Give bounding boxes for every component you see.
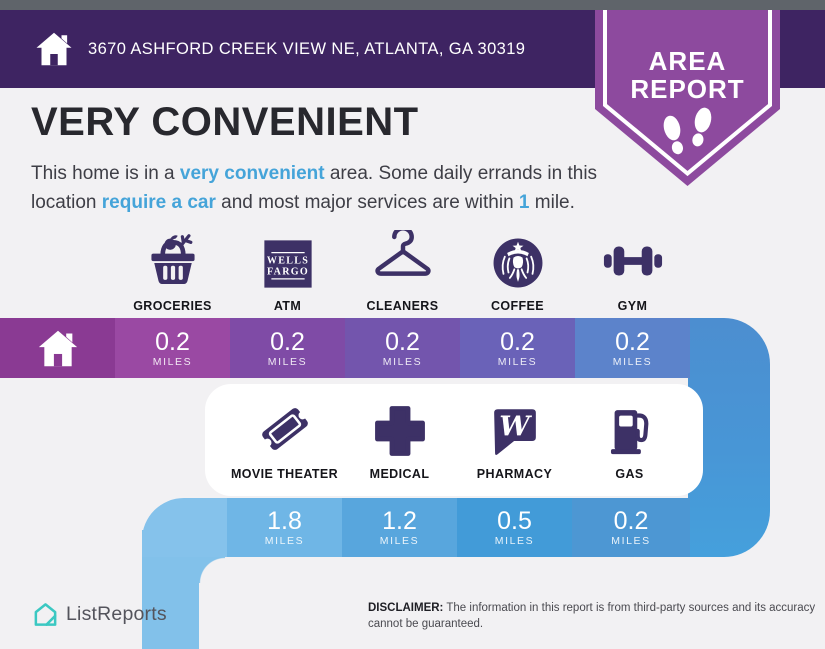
distance-cell: 0.2 MILES <box>460 318 575 378</box>
distance-unit: MILES <box>612 355 653 368</box>
badge-shape <box>595 10 780 186</box>
distance-value: 0.2 <box>270 327 305 356</box>
badge-outline <box>603 10 772 177</box>
distance-value: 0.2 <box>155 327 190 356</box>
medical-cross-icon <box>371 394 429 460</box>
banner-home-cell <box>0 318 115 378</box>
distance-unit: MILES <box>497 355 538 368</box>
top-strip <box>0 0 825 10</box>
distance-value: 0.2 <box>500 327 535 356</box>
svg-text:FARGO: FARGO <box>266 267 308 278</box>
distance-cell: 0.2 MILES <box>115 318 230 378</box>
distance-value: 0.5 <box>497 507 532 535</box>
distance-cell: 0.5 MILES <box>457 498 572 557</box>
disclaimer-text: The information in this report is from t… <box>368 602 816 630</box>
ticket-icon <box>254 394 316 460</box>
poi-label: CLEANERS <box>366 299 439 313</box>
description-line: This home is in a very convenient area. … <box>31 159 597 188</box>
distance-value: 0.2 <box>385 327 420 356</box>
description-line: location require a car and most major se… <box>31 188 597 217</box>
badge-line1: AREA <box>649 46 727 76</box>
page-title: VERY CONVENIENT <box>31 100 419 144</box>
distance-unit: MILES <box>494 535 535 547</box>
listreports-logo-icon <box>32 601 59 628</box>
distance-cell: 1.2 MILES <box>342 498 457 557</box>
distance-cell: 0.2 MILES <box>230 318 345 378</box>
poi-column: COFFEE <box>460 228 575 313</box>
hanger-icon <box>372 228 434 292</box>
description-text: This home is in a <box>31 163 180 184</box>
poi-label: ATM <box>273 299 302 313</box>
area-description: This home is in a very convenient area. … <box>31 159 597 217</box>
footprints-icon <box>663 107 712 155</box>
poi-column: GAS <box>572 394 687 481</box>
svg-text:WELLS: WELLS <box>266 256 308 267</box>
poi-column: W PHARMACY <box>457 394 572 481</box>
poi-label: GROCERIES <box>133 299 212 313</box>
distance-value: 1.2 <box>382 507 417 535</box>
gas-pump-icon <box>601 394 659 460</box>
wells-fargo-logo: WELLS FARGO <box>260 228 316 292</box>
row2-poi-icons: MOVIE THEATER MEDICAL W PHARMACY GAS <box>227 394 687 481</box>
poi-label: COFFEE <box>490 299 545 313</box>
poi-column: MEDICAL <box>342 394 457 481</box>
description-text: area. Some daily errands in this <box>324 163 598 184</box>
listreports-brand: ListReports <box>32 601 167 628</box>
distance-unit: MILES <box>379 535 420 547</box>
poi-label: MEDICAL <box>369 467 430 481</box>
distance-value: 0.2 <box>615 327 650 356</box>
poi-label: PHARMACY <box>476 467 553 481</box>
distance-unit: MILES <box>611 535 651 547</box>
distance-value: 1.8 <box>267 507 302 535</box>
home-icon <box>36 328 80 369</box>
disclaimer-label: DISCLAIMER: <box>368 602 444 614</box>
distance-cell: 1.8 MILES <box>227 498 342 557</box>
distance-unit: MILES <box>152 355 193 368</box>
area-report-badge: AREA REPORT <box>595 10 780 186</box>
svg-text:W: W <box>499 411 532 443</box>
home-icon <box>34 30 74 68</box>
accent-text: very convenient <box>179 163 325 184</box>
badge-line2: REPORT <box>630 74 744 104</box>
distance-cell: 0.2 MILES <box>345 318 460 378</box>
walgreens-logo: W <box>486 394 544 460</box>
distance-unit: MILES <box>264 535 305 547</box>
distance-cell: 0.2 MILES <box>572 498 690 557</box>
banner2-left-end <box>142 498 227 557</box>
poi-column: WELLS FARGO ATM <box>230 228 345 313</box>
description-text: location <box>31 192 102 213</box>
poi-column: GROCERIES <box>115 228 230 313</box>
starbucks-logo <box>489 228 547 292</box>
poi-column: CLEANERS <box>345 228 460 313</box>
groceries-basket-icon <box>143 228 203 292</box>
disclaimer: DISCLAIMER: The information in this repo… <box>368 601 823 632</box>
distance-unit: MILES <box>382 355 423 368</box>
row2-distance-banner: 1.8 MILES 1.2 MILES 0.5 MILES 0.2 MILES <box>142 498 690 557</box>
poi-label: GAS <box>615 467 644 481</box>
brand-name: ListReports <box>66 603 167 625</box>
property-address: 3670 ASHFORD CREEK VIEW NE, ATLANTA, GA … <box>88 39 526 58</box>
poi-label: MOVIE THEATER <box>230 467 339 481</box>
description-text: mile. <box>529 192 575 213</box>
distance-cell: 0.2 MILES <box>575 318 690 378</box>
accent-text: require a car <box>101 192 216 213</box>
poi-label: GYM <box>617 299 648 313</box>
path-inner-fillet <box>199 557 225 583</box>
distance-unit: MILES <box>267 355 308 368</box>
description-text: and most major services are within <box>215 192 519 213</box>
row1-distance-banner: 0.2 MILES 0.2 MILES 0.2 MILES 0.2 MILES 0.2 MILES <box>0 318 690 378</box>
row1-poi-icons: GROCERIES WELLS FARGO ATM CLEANERS COFFE… <box>115 228 690 313</box>
distance-value: 0.2 <box>613 507 649 535</box>
poi-column: MOVIE THEATER <box>227 394 342 481</box>
accent-text: 1 <box>518 192 530 213</box>
dumbbell-icon <box>602 228 664 292</box>
poi-column: GYM <box>575 228 690 313</box>
